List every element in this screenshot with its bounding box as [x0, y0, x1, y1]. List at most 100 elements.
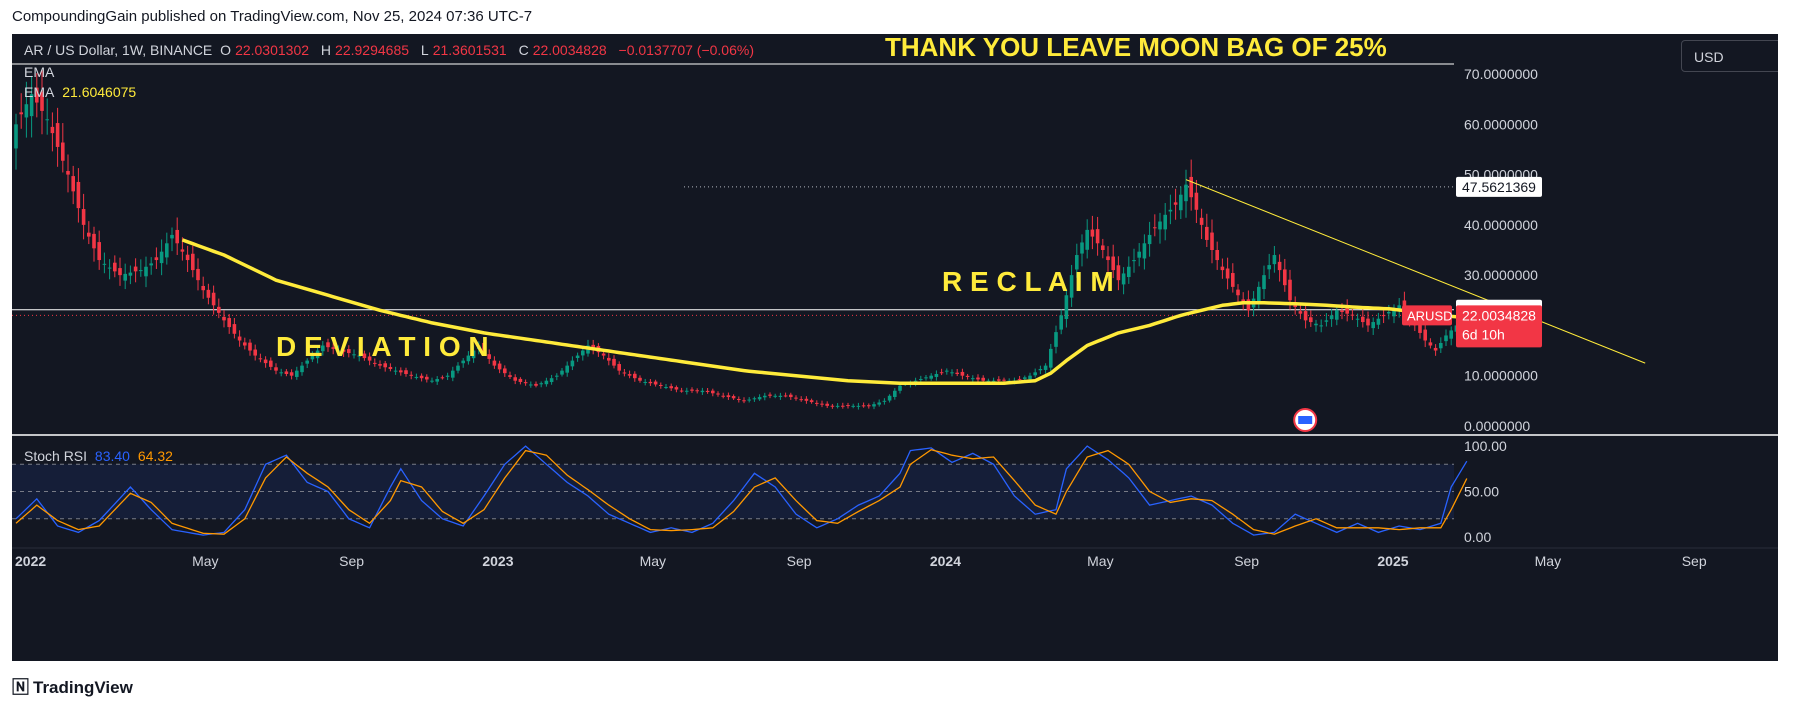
currency-selector[interactable]: USD — [1681, 40, 1778, 72]
candle-body — [180, 249, 185, 252]
candle-body — [118, 268, 122, 276]
candle-body — [591, 344, 595, 349]
candle-body — [1153, 227, 1157, 229]
candle-body — [986, 380, 991, 382]
last-price-box — [1456, 305, 1542, 348]
candle-body — [477, 345, 481, 350]
candle-body — [1064, 295, 1069, 319]
candle-body — [14, 124, 18, 149]
candle-body — [357, 355, 361, 357]
candle-body — [539, 383, 543, 385]
candle-body — [1298, 311, 1303, 314]
candle-body — [471, 350, 476, 359]
candle-body — [1397, 305, 1401, 310]
time-tick-label: May — [192, 553, 218, 569]
candle-body — [201, 285, 205, 291]
candle-body — [612, 358, 616, 366]
candle-body — [856, 405, 861, 407]
candle-body — [393, 370, 398, 372]
candle-body — [253, 349, 257, 356]
candle-body — [1314, 323, 1318, 326]
chart-canvas[interactable]: 70.000000060.000000050.000000040.0000000… — [12, 34, 1778, 661]
candle-body — [1277, 261, 1282, 271]
change-value: −0.0137707 (−0.06%) — [618, 42, 754, 58]
candle-body — [991, 380, 996, 383]
candle-body — [425, 376, 429, 380]
symbol-title[interactable]: AR / US Dollar, 1W, BINANCE — [24, 42, 213, 58]
candle-body — [185, 254, 190, 261]
candle-body — [1366, 318, 1370, 326]
candle-body — [1236, 289, 1240, 296]
candle-body — [601, 353, 606, 356]
candle-body — [1381, 315, 1386, 317]
candle-body — [1158, 221, 1162, 230]
candle-body — [217, 306, 221, 313]
candle-body — [674, 387, 679, 390]
candle-body — [399, 370, 403, 373]
candle-body — [1262, 275, 1266, 290]
candle-body — [997, 379, 1001, 381]
ema2-legend[interactable]: EMA 21.6046075 — [24, 84, 137, 100]
candle-body — [1137, 251, 1141, 258]
candle-body — [1433, 347, 1438, 351]
candle-body — [607, 357, 611, 361]
candle-body — [768, 394, 772, 396]
candle-body — [315, 350, 320, 359]
candle-body — [981, 377, 985, 381]
candle-body — [685, 390, 689, 392]
candle-body — [341, 349, 346, 352]
candle-body — [1215, 250, 1219, 261]
candle-body — [549, 378, 554, 383]
candle-body — [248, 342, 252, 351]
candle-body — [352, 354, 356, 356]
candle-body — [165, 243, 169, 258]
candle-body — [61, 142, 65, 161]
candle-body — [71, 176, 75, 192]
candle-body — [1340, 310, 1344, 312]
chart-frame[interactable]: 70.0000000 60.0000000 50.0000000 40.0000000… — [12, 34, 1778, 661]
candle-body — [778, 395, 783, 397]
candle-body — [705, 390, 710, 393]
candle-body — [258, 358, 263, 360]
candle-body — [622, 372, 627, 374]
candle-body — [976, 377, 980, 380]
candle-body — [1376, 318, 1381, 325]
candle-body — [659, 384, 663, 386]
candle-body — [1038, 368, 1043, 371]
candle-body — [409, 374, 413, 376]
candle-body — [955, 372, 959, 374]
candle-body — [1210, 232, 1214, 250]
candle-body — [40, 92, 44, 111]
candle-body — [66, 170, 70, 175]
candle-body — [939, 372, 944, 374]
candle-body — [19, 112, 23, 115]
candle-body — [1418, 324, 1422, 333]
candle-body — [81, 209, 86, 225]
candle-body — [924, 377, 928, 379]
candle-body — [1033, 372, 1037, 376]
candle-body — [222, 316, 226, 321]
candle-body — [1017, 378, 1022, 380]
candle-body — [497, 363, 502, 370]
tradingview-logo[interactable]: 🄽 TradingView — [12, 678, 133, 697]
candle-body — [503, 368, 507, 374]
candle-body — [149, 263, 153, 266]
ema1-legend[interactable]: EMA — [24, 64, 55, 80]
stoch-tick-label: 100.00 — [1464, 438, 1507, 454]
candle-body — [1101, 245, 1105, 250]
candle-body — [1329, 315, 1334, 320]
candle-body — [882, 400, 887, 402]
ema2-value: 21.6046075 — [62, 84, 137, 100]
stoch-legend[interactable]: Stoch RSI 83.40 64.32 — [24, 448, 173, 464]
candle-body — [383, 363, 387, 368]
last-price-label: 22.0034828 — [1462, 307, 1536, 323]
candle-body — [92, 233, 96, 249]
event-flag-icon-fill — [1298, 416, 1313, 424]
candle-body — [1173, 202, 1178, 205]
candle-body — [144, 266, 148, 277]
candle-body — [102, 263, 107, 265]
candle-body — [1335, 310, 1339, 320]
candle-body — [1309, 317, 1313, 323]
time-tick-label: May — [640, 553, 666, 569]
candle-body — [737, 398, 741, 400]
